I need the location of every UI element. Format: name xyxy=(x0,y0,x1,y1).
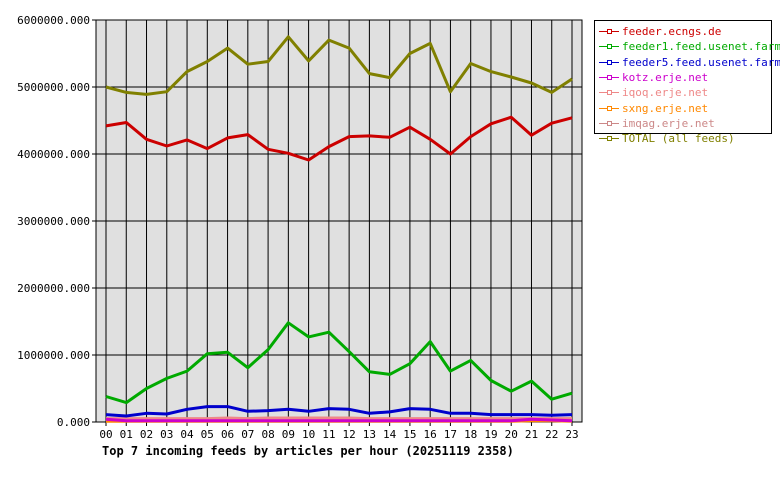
svg-text:09: 09 xyxy=(282,428,295,441)
svg-text:02: 02 xyxy=(140,428,153,441)
svg-text:08: 08 xyxy=(261,428,274,441)
svg-text:4000000.000: 4000000.000 xyxy=(17,148,90,161)
svg-text:05: 05 xyxy=(201,428,214,441)
data-series xyxy=(105,35,573,423)
legend-item: feeder5.feed.usenet.farm xyxy=(599,55,780,70)
legend-label: iqoq.erje.net xyxy=(622,86,709,100)
svg-text:14: 14 xyxy=(383,428,397,441)
svg-text:01: 01 xyxy=(120,428,133,441)
svg-text:3000000.000: 3000000.000 xyxy=(17,215,90,228)
svg-text:07: 07 xyxy=(241,428,254,441)
legend-item: sxng.erje.net xyxy=(599,100,767,115)
chart-title: Top 7 incoming feeds by articles per hou… xyxy=(102,444,514,458)
series-line xyxy=(105,417,573,423)
svg-text:11: 11 xyxy=(322,428,335,441)
series-line xyxy=(106,416,572,421)
legend-label: feeder5.feed.usenet.farm xyxy=(622,55,780,69)
svg-text:18: 18 xyxy=(464,428,477,441)
svg-text:20: 20 xyxy=(505,428,518,441)
legend-item: feeder.ecngs.de xyxy=(599,24,767,39)
x-axis-ticks: 00 01 02 03 04 05 06 07 08 09 10 11 12 13 14 15 16 17 18 19… xyxy=(99,428,578,441)
legend-label: feeder.ecngs.de xyxy=(622,25,722,39)
svg-text:17: 17 xyxy=(444,428,457,441)
line-marker-icon xyxy=(599,119,619,128)
svg-text:0.000: 0.000 xyxy=(57,416,90,429)
svg-text:2000000.000: 2000000.000 xyxy=(17,282,90,295)
svg-text:23: 23 xyxy=(565,428,578,441)
svg-text:15: 15 xyxy=(403,428,416,441)
legend-item: feeder1.feed.usenet.farm xyxy=(599,39,780,54)
series-line xyxy=(105,115,573,162)
line-marker-icon xyxy=(599,104,619,113)
svg-text:10: 10 xyxy=(302,428,315,441)
legend-item: imqag.erje.net xyxy=(599,116,767,131)
svg-text:1000000.000: 1000000.000 xyxy=(17,349,90,362)
svg-text:04: 04 xyxy=(180,428,194,441)
legend-label: TOTAL (all feeds) xyxy=(622,132,735,146)
series-line xyxy=(105,321,573,405)
legend-label: sxng.erje.net xyxy=(622,101,709,115)
line-marker-icon xyxy=(599,134,619,143)
legend-item: iqoq.erje.net xyxy=(599,85,767,100)
svg-text:6000000.000: 6000000.000 xyxy=(17,14,90,27)
line-marker-icon xyxy=(599,58,619,67)
svg-text:06: 06 xyxy=(221,428,234,441)
svg-text:00: 00 xyxy=(99,428,112,441)
y-axis-ticks: 0.000 1000000.000 2000000.000 3000000.000 40… xyxy=(17,14,90,429)
line-marker-icon xyxy=(599,73,619,82)
svg-text:21: 21 xyxy=(525,428,538,441)
legend-item: kotz.erje.net xyxy=(599,70,767,85)
grid-lines xyxy=(92,19,583,426)
svg-text:19: 19 xyxy=(484,428,497,441)
svg-text:12: 12 xyxy=(343,428,356,441)
legend: feeder.ecngs.de feeder1.feed.usenet.farm… xyxy=(594,20,780,145)
legend-item: TOTAL (all feeds) xyxy=(599,131,767,146)
svg-text:22: 22 xyxy=(545,428,558,441)
series-line xyxy=(105,405,573,418)
svg-text:5000000.000: 5000000.000 xyxy=(17,81,90,94)
series-line xyxy=(105,35,573,96)
line-marker-icon xyxy=(599,42,619,51)
svg-text:03: 03 xyxy=(160,428,173,441)
line-marker-icon xyxy=(599,27,619,36)
svg-text:13: 13 xyxy=(363,428,376,441)
svg-text:16: 16 xyxy=(424,428,437,441)
line-marker-icon xyxy=(599,88,619,97)
legend-label: imqag.erje.net xyxy=(622,116,715,130)
legend-label: feeder1.feed.usenet.farm xyxy=(622,40,780,54)
legend-label: kotz.erje.net xyxy=(622,71,709,85)
